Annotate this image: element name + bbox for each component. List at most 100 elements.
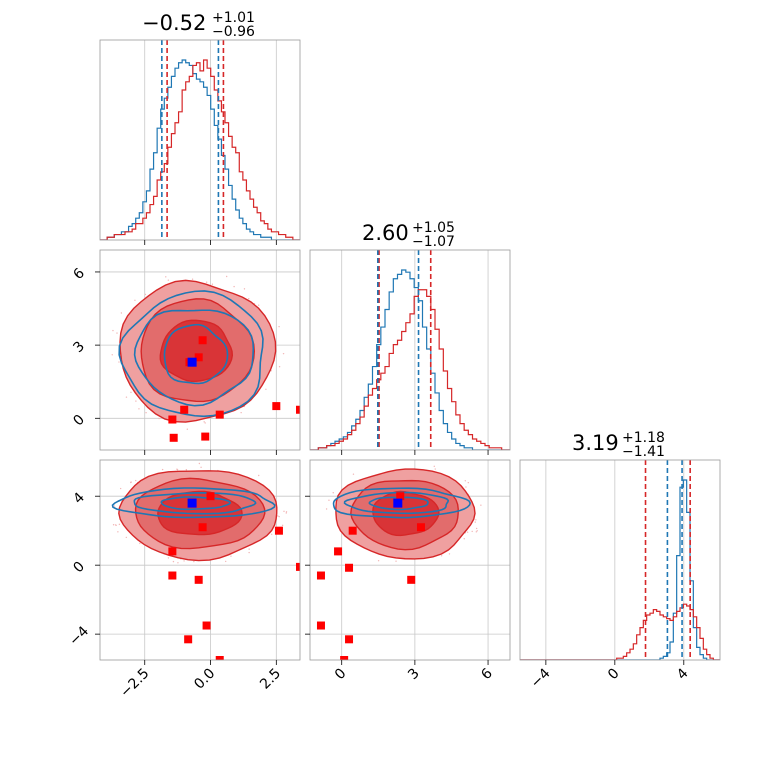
sample-point	[139, 542, 141, 545]
histogram-content	[310, 250, 510, 450]
sample-point	[117, 531, 119, 533]
sample-point	[466, 531, 469, 533]
red-marker	[198, 523, 207, 532]
sample-point	[465, 486, 467, 488]
sample-point	[278, 515, 280, 518]
sample-point	[191, 278, 194, 280]
sample-point	[471, 530, 473, 533]
red-marker	[169, 433, 178, 442]
title-p1: 2.60 +1.05 −1.07	[362, 220, 455, 250]
sample-point	[433, 465, 435, 468]
sample-point	[116, 332, 118, 334]
x-tick-label: 3	[405, 666, 423, 684]
red-marker	[416, 523, 425, 532]
y-tick-label: −4	[66, 623, 92, 649]
sample-point	[475, 527, 478, 530]
title-p2: 3.19 +1.18 −1.41	[572, 430, 665, 460]
red-marker	[194, 575, 203, 584]
sample-point	[285, 512, 287, 514]
sample-point	[243, 288, 246, 290]
x-tick-label: 2.5	[257, 666, 284, 693]
y-tick-label: 0	[70, 412, 88, 430]
x-tick-label: 6	[478, 665, 496, 683]
sample-point	[112, 329, 114, 332]
sample-point	[230, 555, 232, 557]
sample-point	[332, 492, 334, 494]
sample-point	[270, 533, 273, 535]
histogram-blue	[520, 479, 720, 660]
sample-point	[395, 560, 397, 562]
panel-frame	[309, 459, 511, 661]
sample-point	[257, 304, 260, 306]
sample-point	[325, 508, 328, 510]
sample-point	[203, 421, 205, 423]
sample-point	[328, 499, 330, 501]
histogram-blue	[100, 59, 300, 240]
red-marker	[198, 336, 207, 345]
sample-point	[193, 560, 195, 563]
sample-point	[118, 523, 121, 526]
sample-point	[144, 293, 147, 296]
contour-blue-level-3	[332, 487, 472, 519]
sample-point	[467, 481, 470, 484]
red-marker	[274, 526, 283, 535]
sample-point	[165, 276, 167, 278]
sample-point	[145, 411, 147, 414]
sample-point	[240, 411, 242, 414]
sample-point	[114, 524, 117, 526]
sample-point	[474, 521, 476, 523]
sample-point	[119, 487, 122, 490]
sample-point	[440, 555, 443, 557]
panel-frame	[99, 249, 301, 451]
histogram-blue	[310, 269, 510, 450]
contour-blue-level-1	[163, 323, 229, 385]
panel-frame	[99, 39, 301, 241]
sample-point	[161, 468, 164, 471]
sample-point	[278, 366, 281, 368]
red-marker	[206, 492, 215, 501]
red-marker	[348, 526, 357, 535]
sample-point	[198, 462, 201, 465]
sample-point	[248, 548, 250, 550]
sample-point	[125, 536, 128, 539]
sample-point	[265, 388, 267, 390]
y-tick-label: 3	[70, 338, 88, 356]
sample-point	[183, 560, 185, 562]
contour-blue-level-3	[118, 290, 264, 418]
panel-frame	[99, 459, 301, 661]
red-marker	[180, 405, 189, 414]
sample-point	[167, 557, 170, 559]
title-p1-sub: −1.07	[412, 234, 455, 250]
x-tick-label: −2.5	[117, 666, 152, 701]
sample-point	[176, 468, 178, 470]
sample-point	[258, 474, 260, 477]
sample-point	[248, 551, 250, 554]
red-marker	[194, 353, 203, 362]
sample-point	[225, 275, 228, 278]
title-p2-main: 3.19	[572, 431, 619, 455]
contour-blue-level-2	[133, 492, 257, 515]
sample-point	[125, 396, 128, 398]
red-marker	[345, 563, 354, 572]
sample-point	[186, 428, 189, 430]
panel-frame	[309, 249, 511, 451]
sample-point	[130, 391, 132, 394]
red-marker	[407, 575, 416, 584]
scatter-content	[310, 460, 510, 660]
red-marker	[316, 621, 325, 630]
histogram-content	[520, 460, 720, 660]
sample-point	[448, 553, 451, 555]
sample-point	[352, 473, 355, 475]
scatter-panel-0-1: 0 3 6	[70, 249, 301, 455]
sample-point	[111, 354, 113, 356]
truth-marker	[187, 357, 197, 367]
sample-point	[120, 312, 123, 314]
red-marker	[272, 402, 281, 411]
contour-blue-level-2	[133, 309, 255, 407]
title-p0-main: −0.52	[142, 11, 206, 35]
sample-point	[167, 279, 170, 281]
histogram-panel-p2: −4 0 4	[519, 459, 721, 691]
contour-blue-level-1	[368, 496, 429, 511]
sample-point	[138, 408, 140, 410]
sample-point	[434, 468, 436, 470]
